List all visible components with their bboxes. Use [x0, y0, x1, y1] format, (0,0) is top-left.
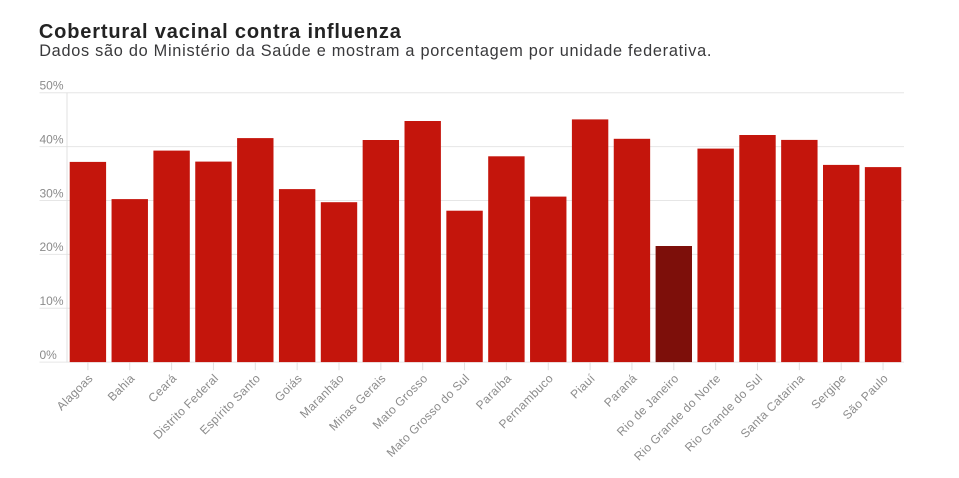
svg-text:0%: 0%	[40, 348, 58, 362]
svg-text:Goiás: Goiás	[272, 371, 305, 404]
svg-text:40%: 40%	[40, 132, 64, 146]
svg-text:Paraíba: Paraíba	[473, 371, 514, 412]
svg-text:Paraná: Paraná	[601, 371, 640, 410]
svg-text:São Paulo: São Paulo	[840, 371, 891, 422]
svg-text:Mato Grosso do Sul: Mato Grosso do Sul	[384, 371, 473, 460]
svg-text:Rio Grande do Sul: Rio Grande do Sul	[682, 371, 765, 454]
svg-text:30%: 30%	[40, 186, 64, 200]
svg-text:Sergipe: Sergipe	[808, 371, 849, 412]
svg-text:Ceará: Ceará	[145, 371, 179, 405]
svg-text:Alagoas: Alagoas	[54, 371, 96, 413]
svg-text:50%: 50%	[40, 79, 64, 93]
svg-text:20%: 20%	[40, 240, 64, 254]
svg-text:10%: 10%	[40, 294, 64, 308]
svg-text:Bahia: Bahia	[105, 371, 138, 404]
svg-text:Piauí: Piauí	[568, 371, 599, 402]
